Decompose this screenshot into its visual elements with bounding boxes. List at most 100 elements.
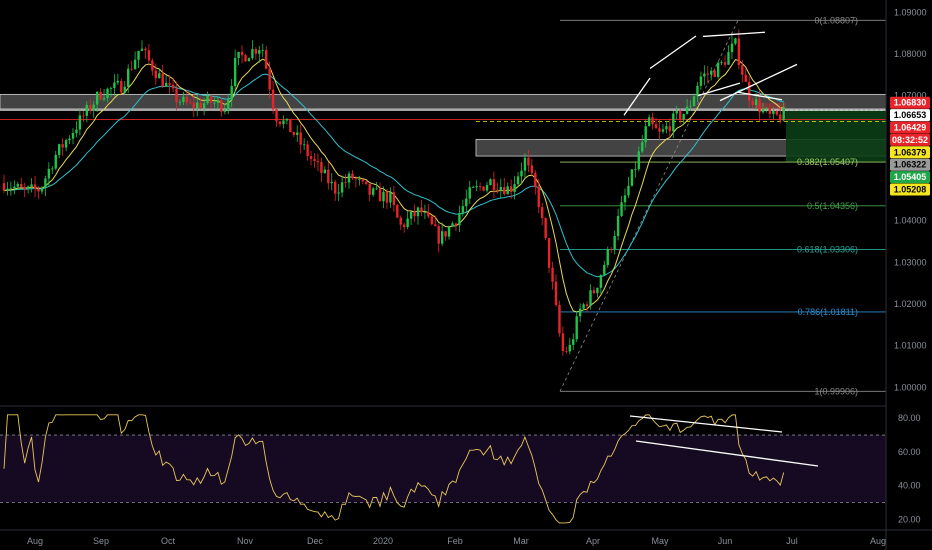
candle-body-101 bbox=[351, 173, 354, 179]
candles bbox=[2, 29, 785, 356]
candle-body-9 bbox=[33, 184, 37, 189]
candle-162 bbox=[561, 326, 565, 356]
candle-body-40 bbox=[140, 48, 144, 51]
candle-195 bbox=[675, 105, 678, 120]
candle-body-207 bbox=[716, 62, 720, 77]
candle-150 bbox=[520, 162, 523, 185]
candle-body-170 bbox=[589, 290, 592, 307]
candle-38 bbox=[133, 51, 137, 70]
candle-body-75 bbox=[261, 49, 264, 51]
candle-139 bbox=[482, 186, 485, 192]
candle-body-32 bbox=[113, 82, 116, 89]
candle-body-172 bbox=[596, 287, 599, 294]
candle-body-166 bbox=[575, 316, 578, 340]
candle-body-148 bbox=[513, 184, 516, 192]
candle-183 bbox=[634, 161, 637, 178]
candle-65 bbox=[227, 93, 230, 115]
candle-27 bbox=[95, 90, 99, 113]
candle-135 bbox=[468, 180, 471, 205]
candle-161 bbox=[558, 300, 561, 337]
candle-body-17 bbox=[61, 144, 64, 148]
candle-133 bbox=[461, 199, 465, 217]
candle-23 bbox=[82, 110, 85, 123]
candle-20 bbox=[71, 128, 75, 145]
candle-body-62 bbox=[216, 100, 220, 103]
candle-121 bbox=[420, 199, 423, 217]
candle-body-196 bbox=[679, 111, 682, 120]
candle-185 bbox=[641, 135, 644, 154]
candle-body-103 bbox=[358, 179, 361, 180]
candle-body-55 bbox=[192, 102, 195, 109]
candle-body-159 bbox=[551, 267, 554, 282]
candle-body-191 bbox=[661, 129, 665, 132]
candle-72 bbox=[251, 40, 254, 60]
candle-220 bbox=[761, 102, 765, 114]
candle-body-105 bbox=[365, 181, 368, 184]
candle-body-158 bbox=[547, 238, 551, 268]
candle-144 bbox=[499, 178, 502, 199]
candle-80 bbox=[278, 120, 282, 127]
candle-209 bbox=[723, 55, 727, 68]
candle-99 bbox=[344, 174, 347, 188]
price-tag-3: 08:32:52 bbox=[890, 133, 930, 146]
candle-50 bbox=[175, 81, 178, 111]
candle-body-219 bbox=[758, 99, 761, 113]
candle-111 bbox=[385, 188, 389, 210]
candle-body-132 bbox=[458, 212, 461, 226]
candle-body-115 bbox=[399, 217, 402, 225]
candle-19 bbox=[68, 135, 71, 145]
candle-body-109 bbox=[378, 188, 382, 202]
ma-slow-line bbox=[3, 73, 784, 278]
rsi-tick-0: 80.00 bbox=[898, 413, 921, 423]
price-tag-text-3: 08:32:52 bbox=[892, 135, 928, 145]
candle-74 bbox=[258, 45, 261, 63]
candle-88 bbox=[306, 140, 309, 161]
candle-215 bbox=[744, 67, 747, 82]
candle-26 bbox=[92, 100, 95, 118]
candle-81 bbox=[282, 115, 285, 129]
candle-73 bbox=[254, 47, 258, 60]
time-tick-5: 2020 bbox=[373, 536, 393, 546]
candle-83 bbox=[289, 118, 292, 133]
candle-24 bbox=[85, 101, 88, 123]
candle-body-70 bbox=[244, 55, 247, 62]
candle-body-114 bbox=[396, 204, 399, 218]
candle-29 bbox=[102, 89, 106, 102]
candle-body-174 bbox=[603, 265, 606, 276]
price-tick-7: 1.02000 bbox=[894, 299, 927, 309]
candle-body-192 bbox=[665, 126, 668, 130]
candle-123 bbox=[427, 204, 430, 219]
candle-body-178 bbox=[616, 215, 620, 236]
price-tag-5: 1.06322 bbox=[890, 158, 930, 171]
candle-body-163 bbox=[565, 350, 568, 352]
candle-204 bbox=[706, 65, 709, 84]
candle-body-221 bbox=[765, 108, 768, 110]
candle-95 bbox=[330, 173, 333, 191]
fib-trend-line bbox=[559, 20, 739, 392]
candle-210 bbox=[727, 45, 730, 65]
fib-label-0: 0(1.08807) bbox=[814, 15, 858, 25]
candle-body-206 bbox=[713, 70, 716, 77]
candle-158 bbox=[547, 237, 551, 274]
candle-body-176 bbox=[610, 249, 613, 250]
candle-125 bbox=[434, 215, 437, 227]
time-tick-12: Aug bbox=[870, 536, 886, 546]
candle-body-54 bbox=[189, 102, 192, 104]
candle-body-126 bbox=[437, 225, 440, 244]
candle-body-0 bbox=[2, 183, 6, 191]
candle-194 bbox=[672, 110, 675, 139]
time-tick-8: Apr bbox=[586, 536, 600, 546]
candle-body-117 bbox=[406, 218, 409, 228]
candle-body-164 bbox=[568, 344, 571, 352]
candle-205 bbox=[710, 67, 713, 81]
candle-71 bbox=[247, 57, 251, 62]
candle-126 bbox=[437, 223, 440, 253]
candle-143 bbox=[496, 182, 499, 194]
candle-166 bbox=[575, 311, 578, 343]
candle-body-197 bbox=[682, 113, 685, 120]
candle-163 bbox=[565, 346, 568, 354]
candle-136 bbox=[472, 185, 475, 188]
candle-body-137 bbox=[475, 186, 478, 188]
trendline-drawings bbox=[623, 31, 819, 467]
